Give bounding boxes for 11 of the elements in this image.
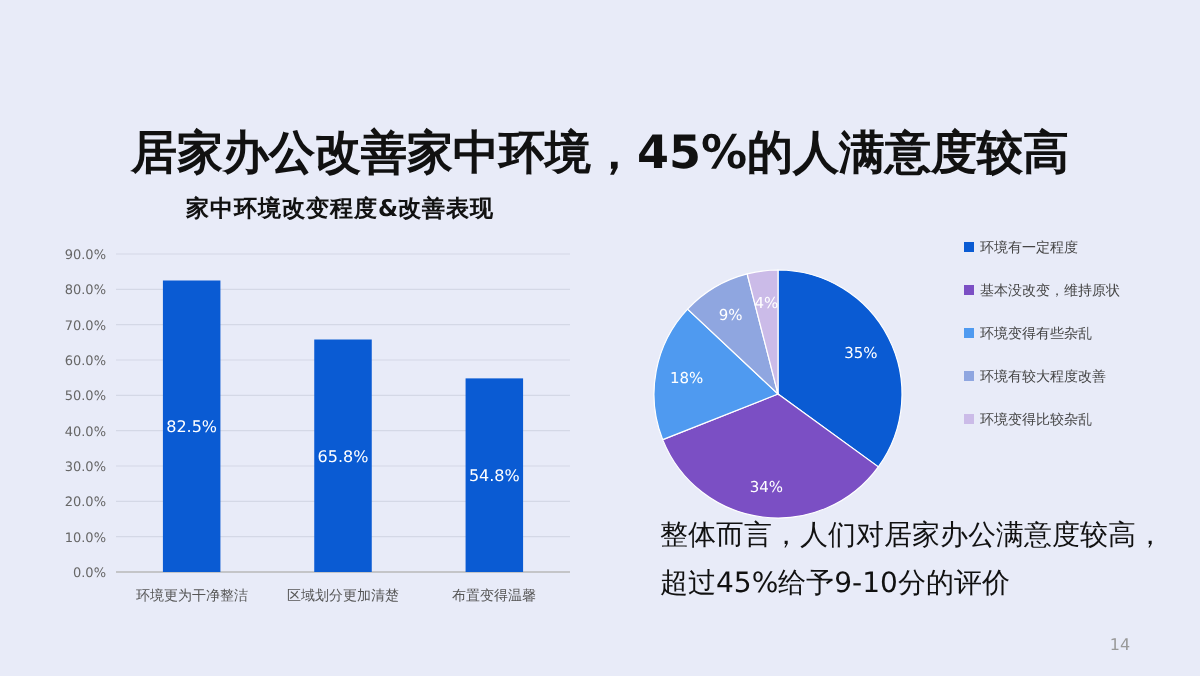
data-label: 54.8% bbox=[468, 467, 521, 486]
text: 整体而言，人们对居家办公满意度较高， bbox=[660, 520, 1164, 552]
bar bbox=[465, 378, 524, 572]
text: 14 bbox=[1109, 636, 1131, 654]
chart-title: 家中环境改变程度&改善表现 bbox=[183, 194, 497, 222]
text: 居家办公改善家中环境，45%的人满意度较高 bbox=[128, 126, 1070, 180]
bar bbox=[162, 280, 221, 572]
text: 超过45%给予9-10分的评价 bbox=[660, 568, 1010, 600]
data-label: 82.5% bbox=[166, 418, 218, 437]
data-label: 65.8% bbox=[317, 447, 370, 466]
bar bbox=[314, 339, 372, 572]
